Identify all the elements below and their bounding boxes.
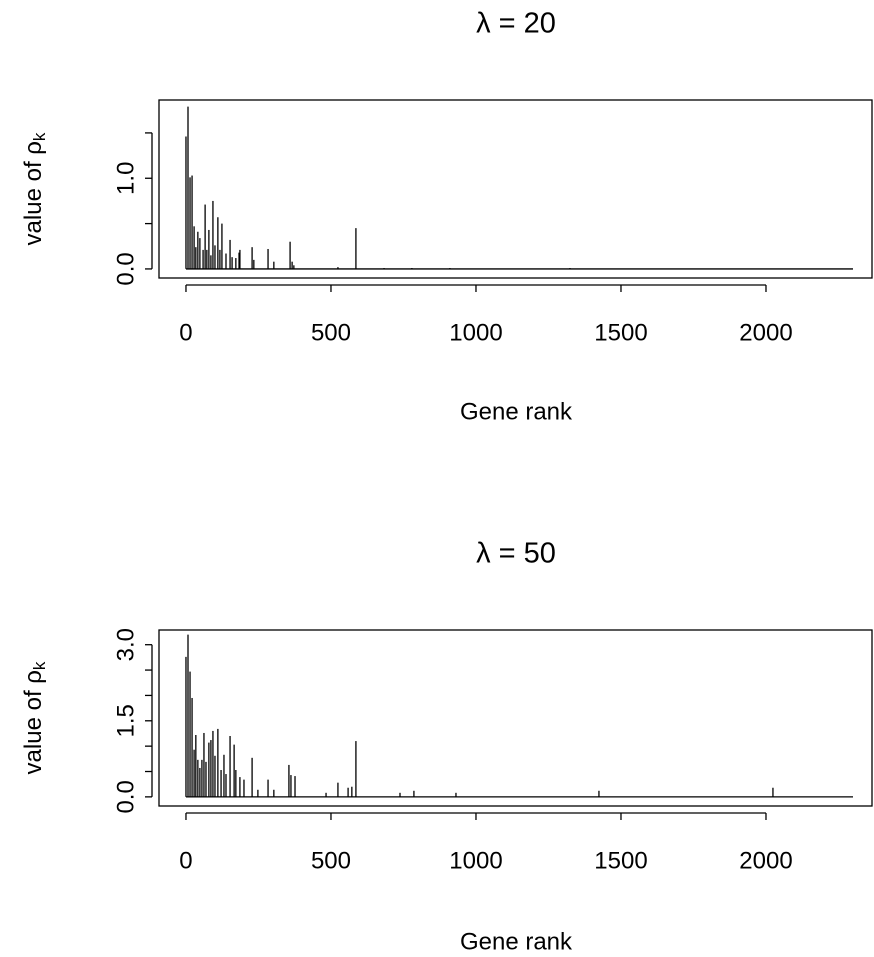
x-tick-label: 2000 <box>739 319 792 346</box>
x-tick-label: 500 <box>311 319 351 346</box>
y-tick-label: 0.0 <box>112 780 139 813</box>
plot-box <box>158 99 873 279</box>
y-axis-title: value of ρk <box>20 132 49 245</box>
y-tick-label: 0.0 <box>112 252 139 285</box>
y-axis-title-main: value of ρ <box>20 141 47 245</box>
y-axis-title-main: value of ρ <box>20 670 47 774</box>
chart-title: λ = 20 <box>476 8 556 40</box>
y-tick-label: 1.5 <box>112 704 139 737</box>
y-axis-title-sub: k <box>30 132 49 141</box>
x-tick-label: 1000 <box>449 319 502 346</box>
x-tick-label: 1500 <box>594 847 647 874</box>
x-axis-title: Gene rank <box>460 928 573 955</box>
y-axis-title-sub: k <box>30 661 49 670</box>
chart-title: λ = 50 <box>476 538 556 570</box>
x-tick-label: 2000 <box>739 847 792 874</box>
x-tick-label: 500 <box>311 847 351 874</box>
y-axis-title: value of ρk <box>20 661 49 774</box>
y-tick-label: 1.0 <box>112 162 139 195</box>
x-axis-title: Gene rank <box>460 398 573 425</box>
plot-box <box>158 629 873 807</box>
x-tick-label: 0 <box>179 319 192 346</box>
x-tick-label: 1000 <box>449 847 502 874</box>
y-tick-label: 3.0 <box>112 628 139 661</box>
x-tick-label: 0 <box>179 847 192 874</box>
x-tick-label: 1500 <box>594 319 647 346</box>
